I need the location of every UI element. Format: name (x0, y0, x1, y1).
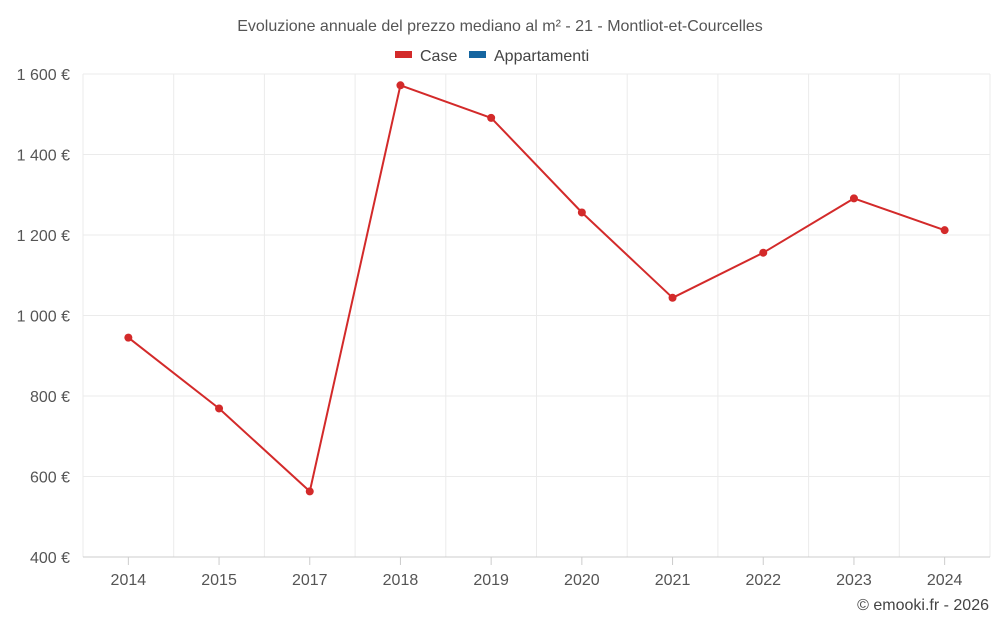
x-tick-label: 2017 (292, 572, 328, 589)
data-point[interactable] (849, 194, 858, 203)
y-tick-label: 600 € (30, 470, 70, 487)
x-tick-label: 2023 (836, 572, 872, 589)
data-point[interactable] (759, 248, 768, 257)
data-point[interactable] (668, 293, 677, 302)
data-point[interactable] (487, 113, 496, 122)
legend-item-appartamenti[interactable]: Appartamenti (469, 48, 589, 65)
x-tick-label: 2021 (655, 572, 691, 589)
chart-title: Evoluzione annuale del prezzo mediano al… (237, 18, 763, 35)
y-tick-label: 400 € (30, 550, 70, 567)
y-tick-label: 1 000 € (17, 309, 70, 326)
data-point[interactable] (396, 81, 405, 90)
data-point[interactable] (305, 487, 314, 496)
series-line-case (127, 84, 945, 493)
y-axis-ticks: 400 € 600 € 800 € 1 000 € 1 200 € 1 400 € 1 60… (17, 67, 70, 567)
x-tick-label: 2019 (473, 572, 509, 589)
legend: Case Appartamenti (395, 48, 589, 65)
data-point[interactable] (215, 404, 224, 413)
legend-swatch-case (395, 51, 412, 58)
legend-label-case: Case (420, 48, 457, 65)
data-point[interactable] (940, 226, 949, 235)
legend-item-case[interactable]: Case (395, 48, 457, 65)
legend-label-appartamenti: Appartamenti (494, 48, 589, 65)
series (124, 81, 949, 496)
y-tick-label: 1 400 € (17, 148, 70, 165)
x-tick-label: 2015 (201, 572, 237, 589)
data-point[interactable] (577, 208, 586, 217)
y-tick-label: 1 600 € (17, 67, 70, 84)
x-tick-label: 2018 (383, 572, 419, 589)
legend-swatch-appartamenti (469, 51, 486, 58)
data-point[interactable] (124, 333, 133, 342)
x-tick-label: 2024 (927, 572, 963, 589)
x-axis-ticks: 2014 2015 2017 2018 2019 2020 2021 2022 2023 2024 (111, 557, 963, 589)
credit-text: © emooki.fr - 2026 (857, 597, 989, 614)
x-tick-label: 2014 (111, 572, 147, 589)
y-tick-label: 800 € (30, 389, 70, 406)
gridlines (82, 73, 991, 557)
x-tick-label: 2022 (745, 572, 781, 589)
y-tick-label: 1 200 € (17, 228, 70, 245)
x-tick-label: 2020 (564, 572, 600, 589)
